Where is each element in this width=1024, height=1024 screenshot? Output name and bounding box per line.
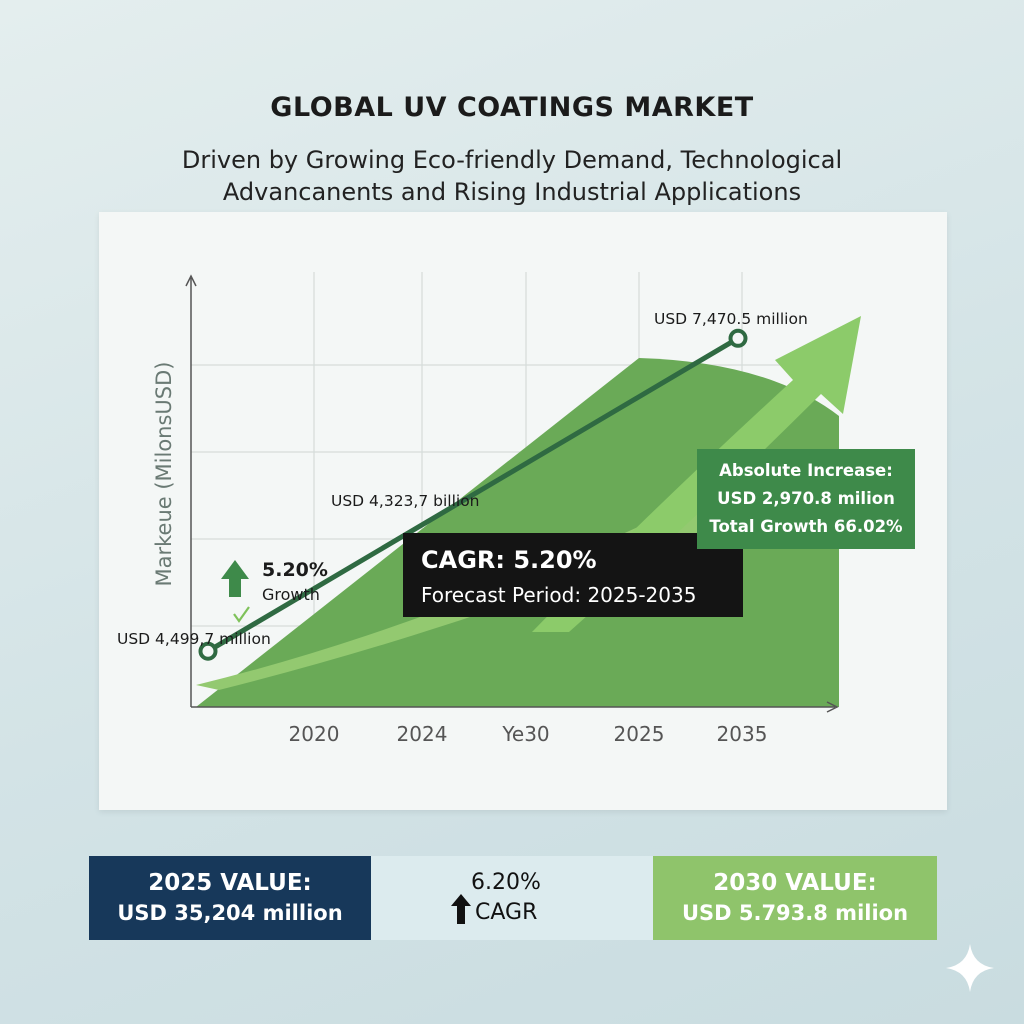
y-axis-arrowhead — [185, 274, 197, 287]
page-subtitle: Driven by Growing Eco-friendly Demand, T… — [162, 144, 862, 208]
subtitle-line-1: Driven by Growing Eco-friendly Demand, T… — [181, 146, 843, 174]
summary-left-line-2: USD 35,204 million — [117, 901, 343, 925]
axes — [185, 274, 839, 713]
data-point-start — [198, 641, 218, 661]
x-tick-labels: 2020 2024 Ye30 2025 2035 — [289, 722, 768, 746]
summary-right-line-1: 2030 VALUE: — [713, 870, 877, 896]
chart-card: Markeue (MilonsUSD) 2020 2024 Ye30 2025 2035… — [99, 212, 947, 810]
cagr-box — [403, 533, 743, 617]
increase-line-2: USD 2,970.8 milion — [717, 489, 895, 508]
summary-right-line-2: USD 5.793.8 milion — [681, 901, 909, 925]
x-tick-label: 2020 — [289, 722, 340, 746]
mid-value-label: USD 4,323,7 billion — [331, 492, 480, 510]
summary-mid-label: CAGR — [475, 900, 538, 925]
data-point-end — [728, 328, 748, 348]
increase-line-1: Absolute Increase: — [719, 461, 893, 480]
summary-2025-value: 2025 VALUE: USD 35,204 million — [89, 856, 371, 940]
y-axis-label: Markeue (MilonsUSD) — [152, 361, 176, 586]
sparkle-icon — [946, 944, 994, 992]
summary-2030-value: 2030 VALUE: USD 5.793.8 milion — [653, 856, 937, 940]
summary-cagr: 6.20% CAGR — [371, 856, 653, 940]
cagr-up-arrow-icon — [451, 894, 471, 924]
x-tick-label: 2025 — [614, 722, 665, 746]
growth-arrow-icon — [221, 560, 249, 597]
check-icon — [233, 606, 250, 623]
chart: Markeue (MilonsUSD) 2020 2024 Ye30 2025 2035… — [117, 272, 915, 746]
summary-mid-percent: 6.20% — [471, 870, 541, 895]
x-axis-arrowhead — [826, 701, 839, 713]
x-tick-label: 2024 — [397, 722, 448, 746]
subtitle-line-2: Advancanents and Rising Industrial Appli… — [222, 178, 802, 206]
page-title: GLOBAL UV COATINGS MARKET — [270, 92, 754, 123]
x-tick-label: Ye30 — [501, 722, 549, 746]
series-line-path — [205, 335, 741, 654]
point-label-start: USD 4,499,7 million — [117, 630, 271, 648]
point-label-end: USD 7,470.5 million — [654, 310, 808, 328]
growth-percent: 5.20% — [262, 559, 328, 581]
summary-left-line-1: 2025 VALUE: — [148, 870, 312, 896]
cagr-title: CAGR: 5.20% — [421, 546, 597, 574]
x-tick-label: 2035 — [717, 722, 768, 746]
increase-line-3: Total Growth 66.02% — [709, 517, 903, 536]
series-line — [198, 328, 748, 661]
increase-box — [697, 449, 915, 549]
area-dark — [196, 358, 839, 707]
cagr-period: Forecast Period: 2025-2035 — [421, 583, 696, 607]
growth-word: Growth — [262, 585, 320, 604]
